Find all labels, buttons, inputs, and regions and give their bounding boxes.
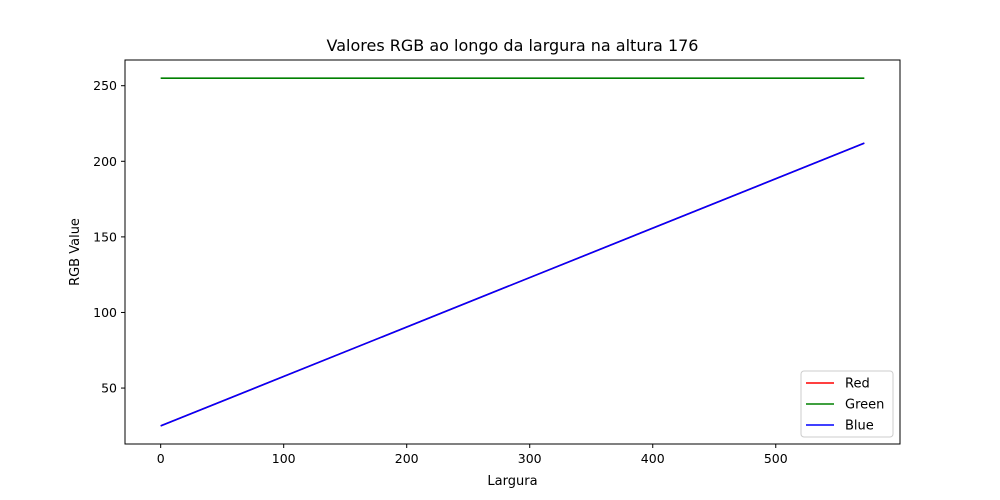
legend-box <box>800 370 894 438</box>
plot-frame <box>124 59 901 445</box>
legend-label-blue: Blue <box>845 419 874 434</box>
x-tick-label: 200 <box>395 451 419 466</box>
y-tick-label: 200 <box>93 154 117 169</box>
x-tick-label: 0 <box>157 451 165 466</box>
series-line-blue <box>160 142 865 427</box>
plot-lines <box>160 77 865 427</box>
y-tick-label: 150 <box>93 229 117 244</box>
legend-label-red: Red <box>845 377 870 392</box>
legend: Red Green Blue <box>800 370 894 438</box>
chart-title: Valores RGB ao longo da largura na altur… <box>327 36 699 55</box>
y-axis-label: RGB Value <box>68 218 83 286</box>
y-tick-label: 50 <box>101 381 117 396</box>
x-axis-ticks: 0 100 200 300 400 500 <box>157 444 788 466</box>
x-tick-label: 100 <box>272 451 296 466</box>
y-tick-label: 250 <box>93 78 117 93</box>
x-tick-label: 500 <box>764 451 788 466</box>
y-tick-label: 100 <box>93 305 117 320</box>
y-axis-ticks: 50 100 150 200 250 <box>93 78 125 396</box>
x-tick-label: 300 <box>518 451 542 466</box>
x-tick-label: 400 <box>641 451 665 466</box>
legend-label-green: Green <box>845 398 884 413</box>
x-axis-label: Largura <box>487 474 537 489</box>
